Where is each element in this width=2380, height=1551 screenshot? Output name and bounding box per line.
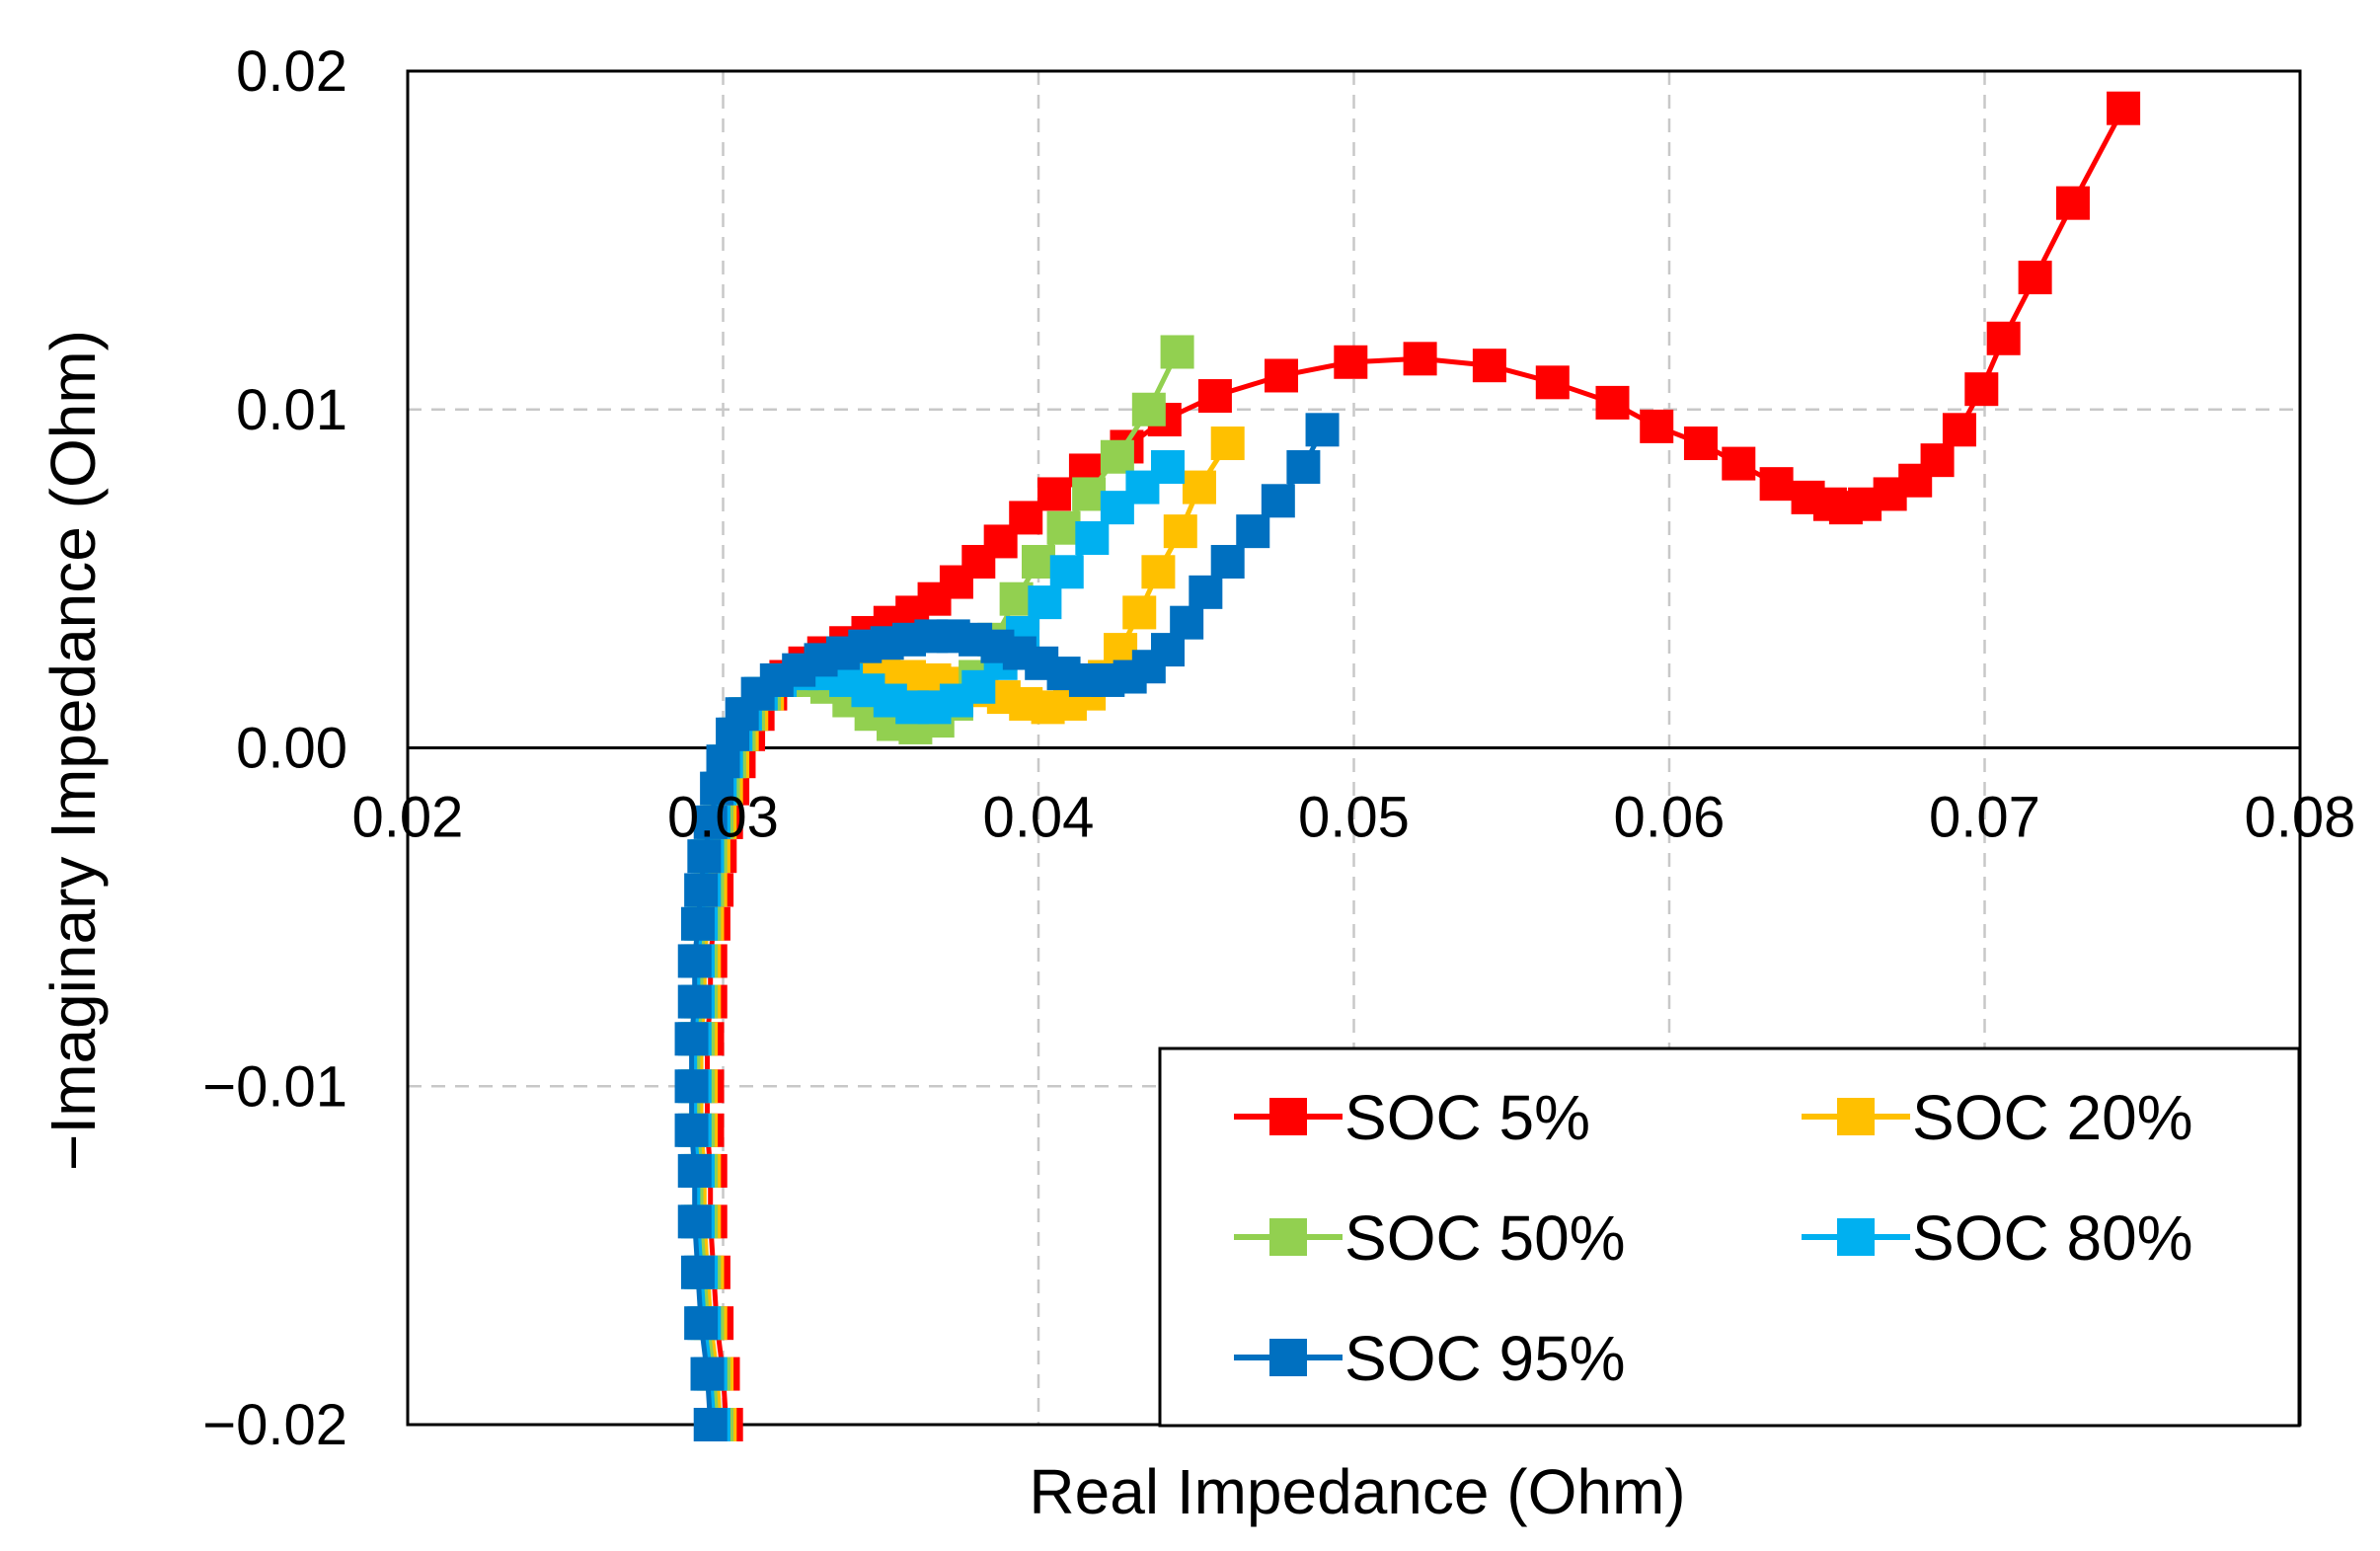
series-soc-95- [674, 413, 1340, 1441]
data-point [1046, 510, 1081, 545]
data-point [680, 1255, 715, 1289]
data-point [677, 1153, 712, 1188]
x-tick-label: 0.02 [352, 786, 464, 850]
x-axis-title: Real Impedance (Ohm) [1029, 1456, 1685, 1527]
legend-marker [1269, 1218, 1307, 1256]
legend-marker [1837, 1098, 1875, 1135]
x-tick-label: 0.05 [1298, 786, 1410, 850]
legend-box [1158, 1047, 2301, 1428]
data-point [1049, 555, 1084, 589]
x-tick-label: 0.06 [1614, 786, 1726, 850]
legend-label: SOC 95% [1344, 1323, 1626, 1394]
data-point [1595, 385, 1630, 420]
data-point [1403, 342, 1437, 376]
data-point [693, 1408, 728, 1441]
data-point [690, 1357, 725, 1391]
data-point [684, 873, 719, 907]
legend-marker [1837, 1218, 1875, 1256]
data-point [1150, 450, 1185, 485]
data-point [680, 906, 715, 941]
data-point [1265, 358, 1299, 393]
data-point [999, 582, 1034, 616]
data-point [1334, 345, 1368, 379]
data-point [1942, 413, 1976, 447]
legend-marker [1269, 1339, 1307, 1376]
legend-label: SOC 20% [1912, 1082, 2193, 1153]
data-point [1028, 585, 1062, 620]
data-point [1535, 365, 1570, 400]
data-point [1759, 467, 1794, 502]
data-point [1640, 409, 1674, 443]
data-point [1210, 427, 1245, 461]
data-point [1160, 335, 1194, 369]
data-point [1305, 413, 1340, 447]
data-point [1920, 443, 1955, 478]
data-point [687, 839, 722, 874]
data-series [674, 91, 2141, 1441]
data-point [677, 984, 712, 1019]
data-point [1122, 595, 1157, 630]
data-point [1009, 501, 1043, 535]
data-point [677, 1204, 712, 1239]
data-point [674, 1113, 709, 1147]
data-point [1036, 477, 1071, 511]
x-tick-label: 0.04 [983, 786, 1095, 850]
data-point [1197, 379, 1232, 414]
data-point [677, 944, 712, 978]
data-point [1100, 439, 1134, 474]
data-point [1022, 544, 1055, 579]
y-tick-label: −0.02 [202, 1393, 347, 1457]
data-point [674, 1069, 709, 1104]
data-point [693, 805, 728, 839]
data-point [1072, 477, 1107, 511]
y-tick-label: 0.01 [236, 378, 347, 442]
data-point [1189, 575, 1223, 609]
data-point [1141, 555, 1176, 589]
y-tick-label: 0.02 [236, 39, 347, 104]
y-tick-label: −0.01 [202, 1054, 347, 1119]
data-point [1210, 544, 1245, 579]
data-point [1261, 484, 1295, 518]
legend-label: SOC 80% [1912, 1202, 2193, 1274]
data-point [1964, 372, 1999, 407]
legend-marker [1269, 1098, 1307, 1135]
data-point [2055, 186, 2090, 220]
data-point [1286, 450, 1321, 485]
x-tick-label: 0.07 [1929, 786, 2040, 850]
data-point [1722, 446, 1756, 481]
data-point [1170, 605, 1204, 640]
data-point [1182, 470, 1216, 504]
data-point [2018, 261, 2052, 295]
data-point [1163, 514, 1197, 549]
x-tick-label: 0.08 [2245, 786, 2356, 850]
data-point [674, 1022, 709, 1056]
data-point [684, 1306, 719, 1341]
data-point [1986, 321, 2021, 355]
data-point [1472, 349, 1506, 383]
legend-label: SOC 50% [1344, 1202, 1626, 1274]
data-point [1236, 514, 1270, 549]
y-axis-title: −Imaginary Impedance (Ohm) [38, 330, 109, 1171]
data-point [1131, 392, 1166, 427]
data-point [1683, 427, 1718, 461]
legend-label: SOC 5% [1344, 1082, 1590, 1153]
data-point [2107, 91, 2141, 125]
data-point [1075, 520, 1110, 555]
tick-labels: 0.02 0.01 0.00 −0.01 −0.02 0.02 0.03 0.04 0.05 0.… [202, 39, 2355, 1457]
y-tick-label: 0.00 [236, 717, 347, 781]
x-tick-label: 0.03 [667, 786, 779, 850]
legend: SOC 5% SOC 20% SOC 50% SOC 80% SOC 95% [1158, 1047, 2301, 1428]
